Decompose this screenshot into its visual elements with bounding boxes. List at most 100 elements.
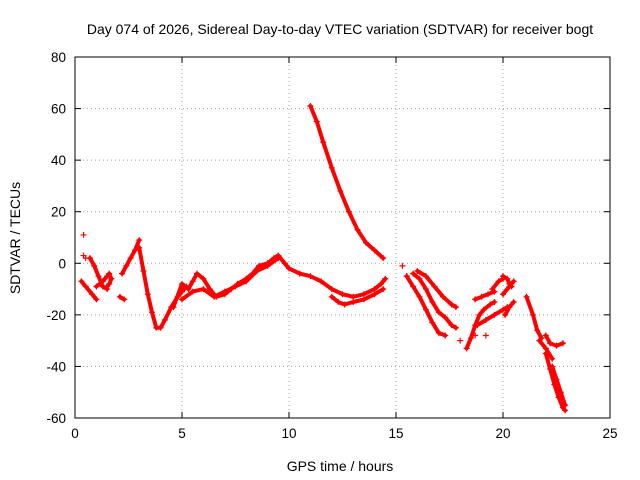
data-point-plus: [80, 231, 87, 238]
data-point-plus: [91, 262, 98, 269]
y-tick-label: 0: [58, 256, 66, 271]
data-point-plus: [474, 322, 481, 329]
data-point-plus: [523, 293, 530, 300]
chart-title: Day 074 of 2026, Sidereal Day-to-day VTE…: [87, 21, 593, 37]
data-point-plus: [371, 247, 378, 254]
data-point-plus: [328, 286, 335, 293]
data-point-plus: [549, 363, 556, 370]
data-point-plus: [442, 314, 449, 321]
data-point-plus: [104, 283, 111, 290]
data-point-plus: [106, 270, 113, 277]
data-point-plus: [82, 283, 89, 290]
data-point-plus: [452, 304, 459, 311]
data-point-plus: [500, 306, 506, 313]
x-tick-label: 0: [71, 426, 79, 441]
data-point-plus: [89, 291, 96, 298]
data-point-plus: [354, 226, 361, 233]
data-point-plus: [378, 280, 385, 287]
data-point-plus: [108, 275, 115, 282]
data-point-plus: [380, 255, 387, 262]
data-point-plus: [307, 273, 314, 280]
data-point-plus: [452, 324, 459, 331]
data-point-plus: [553, 376, 560, 383]
data-point-plus: [281, 260, 288, 267]
data-point-plus: [200, 286, 207, 293]
data-point-plus: [476, 311, 483, 318]
data-point-plus: [422, 273, 429, 280]
data-point-plus: [382, 275, 389, 282]
x-axis-title: GPS time / hours: [287, 458, 394, 474]
data-point-plus: [360, 296, 367, 303]
data-point-plus: [504, 275, 511, 282]
data-point-plus: [189, 288, 196, 295]
data-point-plus: [328, 164, 335, 171]
data-point-plus: [487, 301, 494, 308]
data-point-plus: [431, 283, 438, 290]
data-point-plus: [189, 278, 196, 285]
data-point-plus: [480, 306, 487, 313]
data-point-plus: [553, 342, 560, 349]
data-point-plus: [510, 298, 517, 305]
data-point-plus: [559, 340, 566, 347]
data-point-plus: [121, 296, 128, 303]
data-point-plus: [86, 255, 93, 262]
data-point-plus: [435, 309, 442, 316]
data-point-plus: [448, 301, 455, 308]
plot-frame: [74, 56, 611, 419]
x-tick-label: 10: [281, 426, 296, 441]
data-point-plus: [500, 291, 506, 298]
data-point-plus: [123, 262, 130, 269]
data-point-plus: [337, 188, 344, 195]
data-point-plus: [350, 293, 357, 300]
data-point-plus: [506, 304, 513, 311]
series-seg-late-i: [501, 274, 514, 289]
series-seg-end-e: [550, 364, 568, 408]
data-point-plus: [95, 273, 102, 280]
data-point-plus: [221, 288, 228, 295]
x-tick-label: 25: [602, 426, 617, 441]
data-point-plus: [429, 298, 436, 305]
data-point-plus: [416, 275, 423, 282]
data-point-plus: [313, 118, 320, 125]
data-point-plus: [472, 296, 479, 303]
data-point-plus: [482, 332, 489, 339]
data-point-plus: [380, 286, 387, 293]
series-seg-late-b: [411, 271, 458, 330]
data-point-plus: [264, 262, 271, 269]
data-point-plus: [399, 262, 406, 269]
data-point-plus: [360, 291, 367, 298]
data-point-plus: [482, 317, 489, 324]
data-point-plus: [529, 311, 536, 318]
data-point-plus: [93, 283, 100, 290]
data-point-plus: [448, 322, 455, 329]
y-tick-label: 40: [51, 153, 66, 168]
data-point-plus: [495, 278, 502, 285]
data-point-plus: [491, 298, 498, 305]
data-point-plus: [116, 293, 123, 300]
data-point-plus: [435, 329, 442, 336]
data-point-plus: [442, 332, 449, 339]
data-point-plus: [149, 309, 156, 316]
y-tick-label: 60: [51, 102, 66, 117]
series-seg-early-a: [79, 279, 99, 302]
data-point-plus: [339, 291, 346, 298]
data-point-plus: [489, 286, 496, 293]
data-point-plus: [478, 293, 485, 300]
data-point-plus: [429, 319, 436, 326]
data-point-plus: [562, 407, 569, 414]
data-point-plus: [185, 286, 192, 293]
data-point-plus: [502, 311, 509, 318]
data-point-plus: [510, 278, 517, 285]
data-point-plus: [157, 324, 164, 331]
data-point-plus: [200, 275, 207, 282]
data-layer: [78, 102, 569, 414]
data-point-plus: [179, 296, 185, 303]
data-point-plus: [286, 265, 292, 272]
data-point-plus: [307, 102, 314, 109]
data-point-plus: [243, 278, 250, 285]
y-tick-label: -20: [46, 308, 66, 323]
x-tick-label: 15: [388, 426, 403, 441]
data-point-plus: [414, 268, 421, 275]
data-point-plus: [179, 280, 185, 287]
